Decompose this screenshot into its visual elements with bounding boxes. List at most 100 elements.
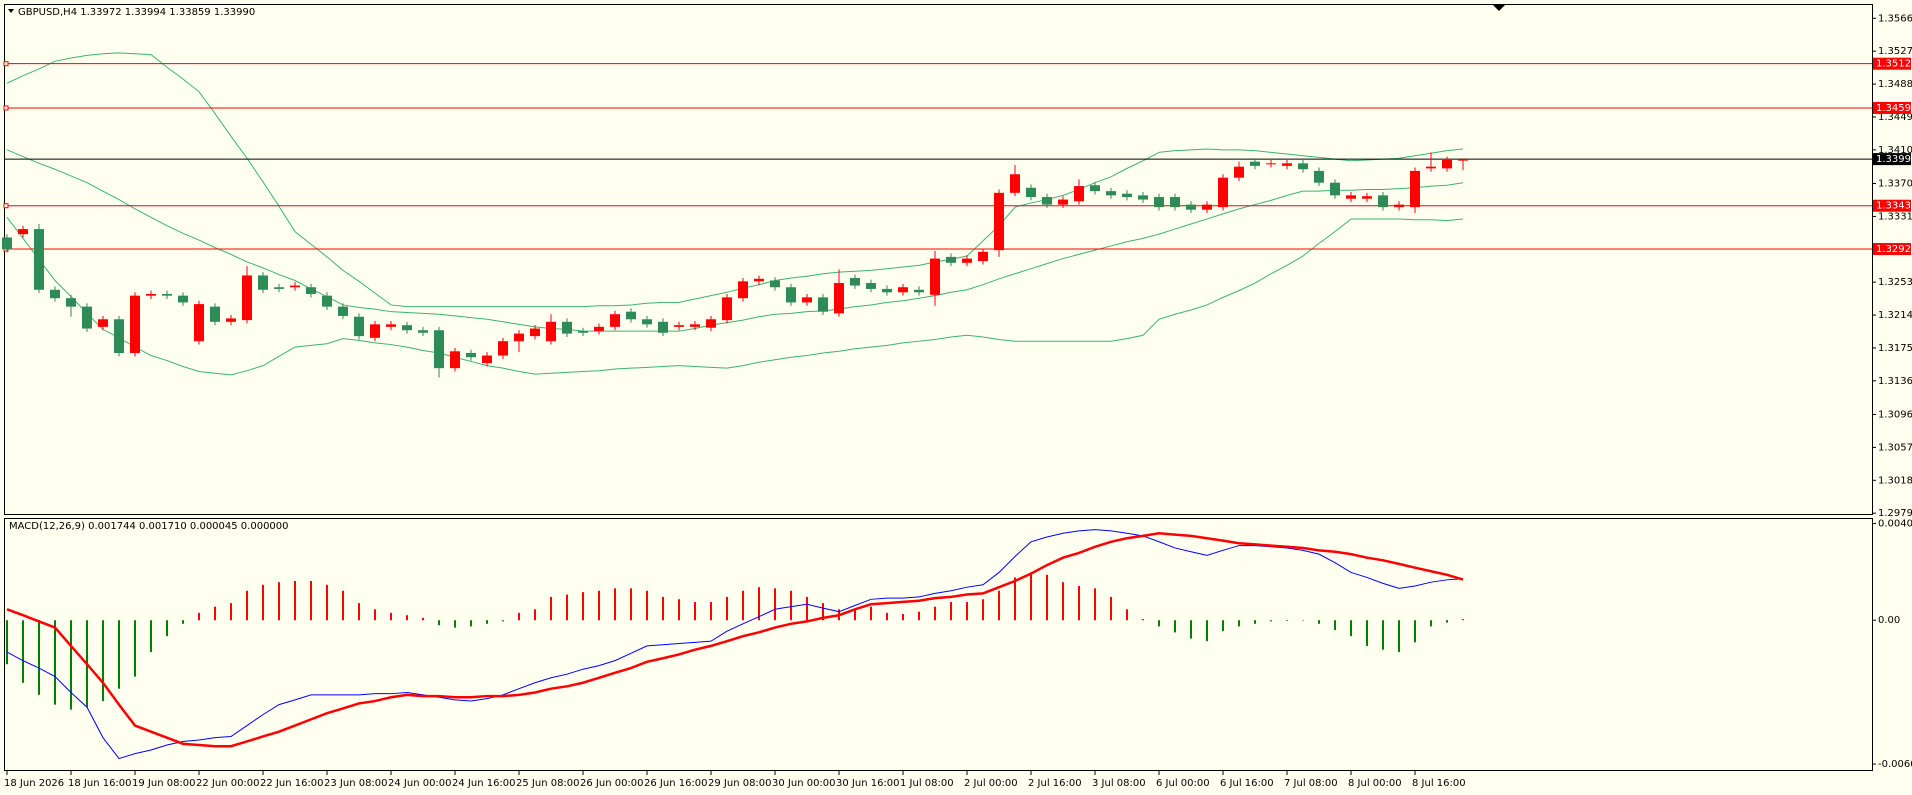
candle-body xyxy=(626,311,636,320)
current-price-label: 1.33990 xyxy=(1876,154,1912,165)
candle-body xyxy=(162,293,172,296)
candle-body xyxy=(434,330,444,369)
candle-body xyxy=(386,324,396,327)
candle-body xyxy=(1426,166,1436,169)
x-tick-label: 18 Jun 2026 xyxy=(4,778,64,789)
chart-title: GBPUSD,H4 1.33972 1.33994 1.33859 1.3399… xyxy=(18,7,255,18)
y-tick-label: 1.31750 xyxy=(1878,343,1912,354)
candle-body xyxy=(258,275,268,290)
candle-body xyxy=(978,251,988,262)
candle-body xyxy=(1378,195,1388,208)
candle-body xyxy=(1090,185,1100,192)
bollinger-upper xyxy=(6,52,1464,308)
candle-body xyxy=(1202,204,1212,210)
y-tick-label: 0.00 xyxy=(1878,615,1900,626)
macd-line xyxy=(6,529,1464,760)
candle-body xyxy=(722,297,732,321)
price-line-anchor xyxy=(3,203,9,209)
candle-body xyxy=(658,321,668,333)
y-tick-label: 1.30570 xyxy=(1878,442,1912,453)
candle-body xyxy=(866,283,876,289)
candle-body xyxy=(274,287,284,289)
candle-body xyxy=(770,280,780,288)
candle-body xyxy=(194,304,204,342)
candle-body xyxy=(1346,195,1356,199)
y-tick-label: 1.34490 xyxy=(1878,112,1912,123)
candle-body xyxy=(1410,170,1420,208)
candle-body xyxy=(898,287,908,293)
y-tick-label: 1.32530 xyxy=(1878,277,1912,288)
candle-body xyxy=(402,325,412,331)
bollinger-lower xyxy=(6,216,1464,376)
x-tick-label: 8 Jul 16:00 xyxy=(1412,778,1466,789)
candle-body xyxy=(562,321,572,334)
x-tick-label: 26 Jun 16:00 xyxy=(644,778,708,789)
candle-body xyxy=(946,256,956,263)
candle-body xyxy=(226,318,236,322)
y-tick-label: 0.004065 xyxy=(1878,519,1912,530)
candle-body xyxy=(834,283,844,314)
price-line-label-bg xyxy=(1873,199,1911,212)
candle-body xyxy=(578,331,588,333)
x-tick-label: 22 Jun 00:00 xyxy=(196,778,260,789)
candle-body xyxy=(930,258,940,295)
candle-body xyxy=(1394,204,1404,208)
candle-body xyxy=(850,277,860,286)
candle-body xyxy=(290,285,300,288)
candle-body xyxy=(50,289,60,299)
candle-body xyxy=(914,289,924,293)
candle-body xyxy=(2,237,12,250)
candle-body xyxy=(242,275,252,321)
x-tick-label: 29 Jun 08:00 xyxy=(708,778,772,789)
candle-body xyxy=(1314,170,1324,183)
x-tick-label: 22 Jun 16:00 xyxy=(260,778,324,789)
candle-body xyxy=(610,314,620,327)
candle-body xyxy=(738,281,748,299)
candle-body xyxy=(962,258,972,263)
collapse-arrow[interactable] xyxy=(8,9,14,13)
candle-body xyxy=(818,297,828,312)
candle-body xyxy=(98,319,108,327)
candle-body xyxy=(1026,187,1036,198)
x-tick-label: 8 Jul 00:00 xyxy=(1348,778,1402,789)
candle-body xyxy=(450,351,460,369)
x-tick-label: 30 Jun 16:00 xyxy=(836,778,900,789)
x-tick-label: 6 Jul 16:00 xyxy=(1220,778,1274,789)
macd-line xyxy=(6,531,1464,748)
candle-body xyxy=(338,306,348,316)
y-tick-label: 1.35660 xyxy=(1878,13,1912,24)
price-line-label-bg xyxy=(1873,57,1911,70)
current-price-label-bg xyxy=(1873,153,1911,166)
candle-body xyxy=(146,293,156,296)
candle-body xyxy=(178,295,188,303)
price-panel xyxy=(4,4,1873,515)
candle-body xyxy=(466,352,476,358)
macd-panel xyxy=(4,518,1873,771)
candle-body xyxy=(1010,174,1020,193)
candle-body xyxy=(1122,193,1132,198)
candle-body xyxy=(130,295,140,353)
candle-body xyxy=(1442,159,1452,169)
candle-body xyxy=(1106,191,1116,196)
y-tick-label: 1.32140 xyxy=(1878,310,1912,321)
x-tick-label: 3 Jul 08:00 xyxy=(1092,778,1146,789)
candle-body xyxy=(690,324,700,327)
candle-body xyxy=(1058,199,1068,205)
price-line-anchor xyxy=(3,61,9,67)
candle-body xyxy=(882,288,892,293)
y-tick-label: 1.33310 xyxy=(1878,211,1912,222)
price-line-label: 1.35122 xyxy=(1876,59,1912,70)
y-tick-label: -0.00605 xyxy=(1878,759,1912,770)
candle-body xyxy=(994,192,1004,251)
x-tick-label: 23 Jun 08:00 xyxy=(324,778,388,789)
x-tick-label: 24 Jun 16:00 xyxy=(452,778,516,789)
candle-body xyxy=(1362,196,1372,199)
candle-body xyxy=(322,295,332,307)
candle-body xyxy=(802,297,812,303)
shift-marker xyxy=(1493,5,1505,11)
candle-body xyxy=(354,316,364,337)
candle-body xyxy=(754,278,764,282)
candle-body xyxy=(1266,163,1276,165)
